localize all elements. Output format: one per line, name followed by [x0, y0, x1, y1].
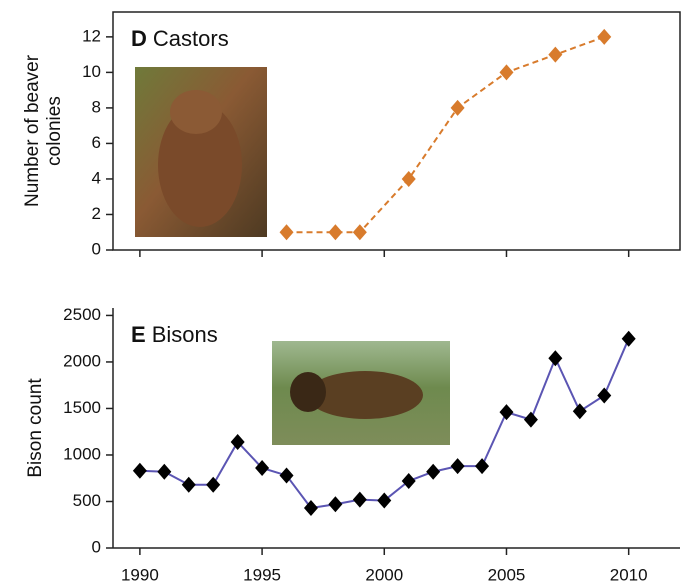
- x-tick-label: 1995: [243, 565, 281, 584]
- marker: [401, 170, 416, 187]
- y-axis-label: Bison count: [25, 378, 46, 478]
- y-tick-label: 0: [92, 239, 101, 258]
- marker: [450, 458, 465, 475]
- bison-photo: [272, 341, 450, 445]
- marker: [597, 28, 612, 45]
- x-tick-label: 2010: [610, 565, 648, 584]
- panel: 0 2 4 6 8 10 12 Number of beaver colonies D Castor…: [22, 11, 681, 258]
- marker: [230, 433, 245, 450]
- marker: [499, 64, 514, 81]
- marker: [523, 411, 538, 428]
- marker: [548, 46, 563, 63]
- panel-title: D Castors: [131, 26, 229, 51]
- marker: [621, 330, 636, 347]
- y-tick-label: 1000: [63, 444, 101, 463]
- panel-title-text: Bisons: [152, 322, 218, 347]
- marker: [499, 404, 514, 421]
- y-axis-label: Number of beaver: [22, 54, 43, 207]
- y-tick-label: 8: [92, 97, 101, 116]
- x-tick-label: 2000: [365, 565, 403, 584]
- y-tick-label: 4: [92, 168, 101, 187]
- marker: [181, 476, 196, 493]
- marker: [548, 350, 563, 367]
- panel-title: E Bisons: [131, 322, 218, 347]
- marker: [157, 463, 172, 480]
- marker: [377, 492, 392, 509]
- y-tick-label: 500: [73, 491, 101, 510]
- y-tick-label: 2500: [63, 305, 101, 324]
- plot-frame: [112, 11, 681, 251]
- series-line: [286, 35, 605, 234]
- marker: [597, 387, 612, 404]
- plots: 0 2 4 6 8 10 12 Number of beaver colonies D Castor…: [22, 11, 681, 584]
- marker: [303, 500, 318, 516]
- marker: [279, 224, 294, 241]
- y-tick-label: 6: [92, 133, 101, 152]
- marker: [206, 476, 221, 493]
- y-tick-label: 0: [92, 537, 101, 556]
- panel: 0 500 1000 1500 2000 2500 1990 1995 2000 2005 2010…: [25, 305, 680, 584]
- marker: [328, 224, 343, 241]
- y-tick-label: 2: [92, 204, 101, 223]
- panel-letter: E: [131, 322, 146, 347]
- marker: [352, 491, 367, 508]
- y-tick-label: 12: [82, 26, 101, 45]
- marker: [352, 224, 367, 241]
- panel-title-text: Castors: [153, 26, 229, 51]
- y-axis-label: colonies: [44, 96, 65, 166]
- panel-letter: D: [131, 26, 147, 51]
- marker: [279, 467, 294, 484]
- marker: [426, 463, 441, 480]
- y-tick-label: 1500: [63, 398, 101, 417]
- marker: [132, 462, 147, 479]
- marker: [328, 496, 343, 513]
- marker: [450, 99, 465, 116]
- beaver-photo: [135, 67, 267, 237]
- marker: [475, 458, 490, 475]
- y-tick-label: 2000: [63, 351, 101, 370]
- marker: [255, 460, 270, 476]
- x-tick-label: 2005: [488, 565, 526, 584]
- marker: [401, 473, 416, 490]
- x-tick-label: 1990: [121, 565, 159, 584]
- y-tick-label: 10: [82, 62, 101, 81]
- marker: [572, 403, 587, 420]
